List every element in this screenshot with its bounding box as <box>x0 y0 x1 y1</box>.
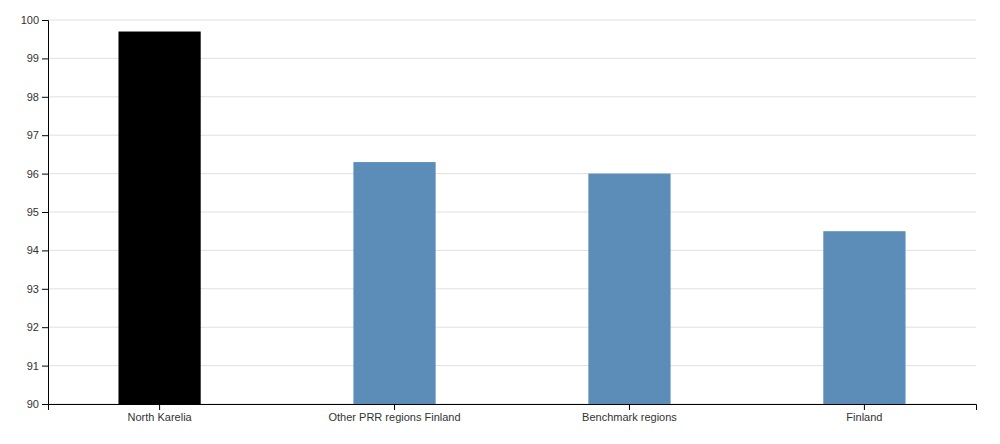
tick-mark <box>394 404 395 410</box>
tick-mark <box>42 250 48 251</box>
bar <box>588 174 670 404</box>
tick-label: 93 <box>27 283 39 295</box>
tick-label: 94 <box>27 244 39 256</box>
x-axis: North Karelia Other PRR regions Finland Be… <box>49 404 977 423</box>
tick-label: Finland <box>846 411 882 423</box>
tick: 90 <box>27 398 48 410</box>
tick-mark <box>629 404 630 410</box>
tick-label: 95 <box>27 206 39 218</box>
chart-container: 90 91 92 93 94 95 96 97 98 99 100 North Karelia Othe… <box>0 0 1000 444</box>
tick-mark <box>42 327 48 328</box>
tick-label: 90 <box>27 398 39 410</box>
tick: Benchmark regions <box>582 404 677 423</box>
grid-line <box>48 20 976 21</box>
tick: 92 <box>27 321 48 333</box>
tick: 99 <box>27 52 48 64</box>
tick-label: 96 <box>27 168 39 180</box>
bar <box>353 162 435 404</box>
tick: 97 <box>27 129 48 141</box>
axis-line <box>49 405 977 411</box>
tick-mark <box>159 404 160 410</box>
tick: 94 <box>27 244 48 256</box>
tick-mark <box>42 97 48 98</box>
axis-line <box>42 21 49 405</box>
tick: North Karelia <box>127 404 192 423</box>
tick-mark <box>42 212 48 213</box>
grid <box>48 20 976 404</box>
tick-mark <box>42 174 48 175</box>
tick: Other PRR regions Finland <box>329 404 461 423</box>
tick: Finland <box>846 404 882 423</box>
bar <box>118 32 200 404</box>
tick-label: 91 <box>27 360 39 372</box>
tick-label: Other PRR regions Finland <box>329 411 461 423</box>
tick-label: 99 <box>27 52 39 64</box>
tick-label: 100 <box>21 14 39 26</box>
tick: 91 <box>27 360 48 372</box>
tick-mark <box>42 58 48 59</box>
tick-label: 98 <box>27 91 39 103</box>
bar <box>823 231 905 404</box>
tick-mark <box>42 20 48 21</box>
tick: 98 <box>27 91 48 103</box>
tick-label: 97 <box>27 129 39 141</box>
tick-label: North Karelia <box>127 411 192 423</box>
tick-mark <box>42 289 48 290</box>
tick: 100 <box>21 14 48 26</box>
bars <box>118 32 905 404</box>
tick-mark <box>42 135 48 136</box>
tick-label: 92 <box>27 321 39 333</box>
chart-svg: 90 91 92 93 94 95 96 97 98 99 100 North Karelia Othe… <box>0 0 1000 444</box>
tick-label: Benchmark regions <box>582 411 677 423</box>
tick-mark <box>42 404 48 405</box>
tick: 95 <box>27 206 48 218</box>
tick-mark <box>42 366 48 367</box>
tick: 93 <box>27 283 48 295</box>
plot: 90 91 92 93 94 95 96 97 98 99 100 North Karelia Othe… <box>21 14 977 423</box>
tick: 96 <box>27 168 48 180</box>
y-axis: 90 91 92 93 94 95 96 97 98 99 100 <box>21 14 49 410</box>
tick-mark <box>864 404 865 410</box>
